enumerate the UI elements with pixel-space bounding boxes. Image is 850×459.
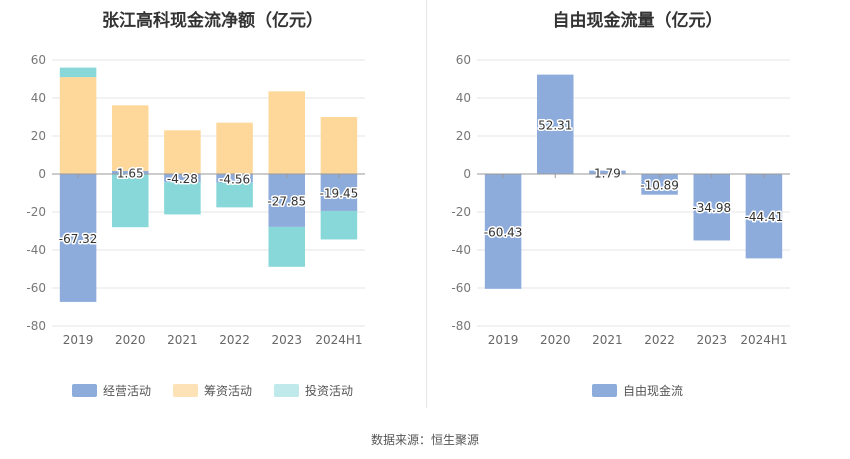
- legend-swatch-investing: [274, 384, 299, 397]
- legend-swatch-financing: [172, 384, 198, 397]
- x-tick-label: 2024H1: [740, 333, 787, 347]
- legend-swatch-operating: [71, 384, 97, 397]
- bar-1[interactable]: [268, 174, 306, 227]
- x-tick-label: 2020: [115, 333, 146, 347]
- panel-divider: [426, 0, 427, 408]
- bar-3[interactable]: [59, 67, 97, 78]
- bar-1[interactable]: [164, 174, 201, 183]
- legend-label: 投资活动: [305, 384, 354, 398]
- x-tick-label: 2023: [696, 333, 727, 347]
- y-tick-label: 40: [31, 91, 46, 105]
- data-label: 1.65: [117, 166, 144, 180]
- legend-label: 经营活动: [102, 384, 151, 398]
- legend: 经营活动 筹资活动 投资活动: [0, 382, 425, 399]
- x-tick-label: 2021: [167, 333, 198, 347]
- x-tick-label: 2019: [488, 333, 519, 347]
- bar-3[interactable]: [164, 182, 201, 215]
- y-tick-label: -40: [26, 243, 46, 257]
- data-label: -27.85: [267, 194, 306, 208]
- x-tick-label: 2020: [540, 333, 571, 347]
- y-tick-label: -80: [451, 319, 471, 333]
- legend-swatch-fcf: [591, 384, 617, 397]
- y-tick-label: -80: [26, 319, 46, 333]
- x-tick-label: 2022: [644, 333, 675, 347]
- y-tick-label: 0: [38, 167, 46, 181]
- bar-1[interactable]: [320, 174, 358, 211]
- cashflow-chart-panel: 张江高科现金流净额（亿元） 60 40 20 0 -20 -40 -60 -80 2019 202…: [0, 0, 425, 420]
- data-label: -34.98: [692, 201, 731, 215]
- bar-1[interactable]: [536, 74, 574, 174]
- y-tick-label: 20: [31, 129, 46, 143]
- bar-1[interactable]: [484, 174, 522, 289]
- data-label: 1.79: [594, 166, 621, 180]
- legend-label: 自由现金流: [622, 384, 683, 398]
- chart-title: 自由现金流量（亿元）: [552, 11, 723, 31]
- data-label: -4.28: [167, 172, 198, 186]
- bar-2[interactable]: [59, 77, 97, 174]
- y-tick-label: -20: [26, 205, 46, 219]
- y-tick-label: -40: [451, 243, 471, 257]
- bar-3[interactable]: [111, 174, 149, 228]
- bar-1[interactable]: [589, 170, 626, 174]
- data-label: -44.41: [745, 210, 784, 224]
- y-tick-label: 40: [456, 91, 471, 105]
- bar-1[interactable]: [59, 174, 97, 302]
- data-label: -10.89: [640, 178, 679, 192]
- y-tick-label: 0: [463, 167, 471, 181]
- legend-item-fcf[interactable]: 自由现金流: [591, 382, 683, 399]
- y-tick-label: -60: [26, 281, 46, 295]
- fcf-chart-svg: 60 40 20 0 -20 -40 -60 -80 2019 2020 2021 2022 2023 2…: [451, 53, 790, 347]
- bar-1[interactable]: [641, 174, 678, 195]
- data-label: -67.32: [59, 232, 98, 246]
- data-label: 52.31: [538, 118, 572, 132]
- legend-label: 筹资活动: [203, 384, 252, 398]
- y-tick-label: 20: [456, 129, 471, 143]
- bar-3[interactable]: [320, 210, 358, 240]
- bar-1[interactable]: [111, 170, 149, 174]
- legend-item-operating[interactable]: 经营活动: [71, 382, 151, 399]
- bar-2[interactable]: [320, 117, 358, 174]
- x-tick-label: 2021: [592, 333, 623, 347]
- bar-1[interactable]: [745, 174, 783, 259]
- bar-2[interactable]: [164, 130, 201, 174]
- bar-2[interactable]: [216, 122, 253, 174]
- data-source: 数据来源：恒生聚源: [370, 433, 479, 447]
- legend-item-financing[interactable]: 筹资活动: [172, 382, 252, 399]
- bar-2[interactable]: [111, 105, 149, 171]
- chart-title: 张江高科现金流净额（亿元）: [102, 11, 323, 31]
- legend-item-investing[interactable]: 投资活动: [274, 382, 353, 399]
- x-tick-label: 2019: [63, 333, 94, 347]
- x-tick-label: 2022: [219, 333, 250, 347]
- bar-3[interactable]: [216, 182, 253, 208]
- fcf-chart-panel: 自由现金流量（亿元） 60 40 20 0 -20 -40 -60 -80 2019 2020 20…: [425, 0, 850, 420]
- bar-1[interactable]: [216, 174, 253, 183]
- y-tick-label: -60: [451, 281, 471, 295]
- x-tick-label: 2024H1: [315, 333, 362, 347]
- y-tick-label: 60: [31, 53, 46, 67]
- data-label: -4.56: [219, 172, 250, 186]
- data-label: -60.43: [484, 225, 523, 239]
- bar-1[interactable]: [693, 174, 731, 241]
- cashflow-chart-svg: 60 40 20 0 -20 -40 -60 -80 2019 2020 2021 2022 2023 2…: [26, 53, 365, 347]
- x-tick-label: 2023: [271, 333, 302, 347]
- y-tick-label: -20: [451, 205, 471, 219]
- y-tick-label: 60: [456, 53, 471, 67]
- bar-3[interactable]: [268, 226, 306, 267]
- legend: 自由现金流: [425, 382, 850, 399]
- bar-2[interactable]: [268, 91, 306, 174]
- data-label: -19.45: [320, 186, 359, 200]
